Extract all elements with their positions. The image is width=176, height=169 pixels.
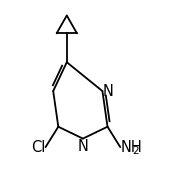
Text: 2: 2 — [132, 146, 139, 156]
Text: N: N — [102, 84, 113, 99]
Text: N: N — [77, 139, 88, 154]
Text: NH: NH — [120, 140, 142, 155]
Text: Cl: Cl — [31, 140, 46, 155]
